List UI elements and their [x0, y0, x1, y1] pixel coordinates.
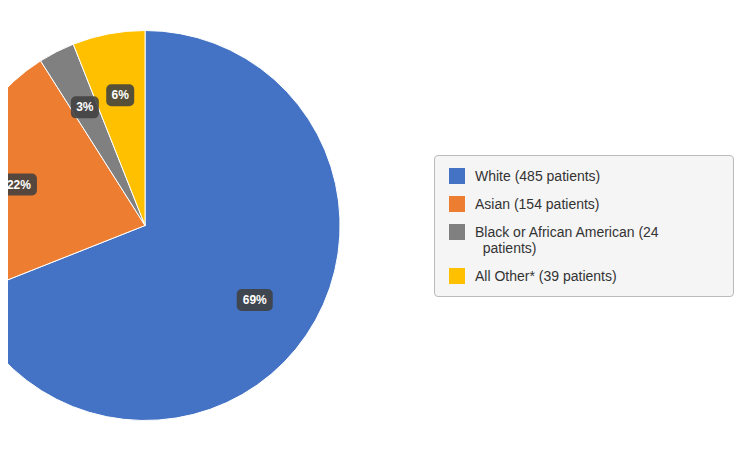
- svg-text:69%: 69%: [243, 293, 267, 307]
- svg-text:6%: 6%: [112, 88, 130, 102]
- html-text:All Other* (39 patients): All Other* (39 patients): [475, 267, 617, 284]
- html-text:Asian (154 patients): Asian (154 patients): [475, 195, 600, 212]
- svg-text:22%: 22%: [8, 178, 31, 192]
- html-text:White (485 patients): White (485 patients): [475, 167, 601, 184]
- html-text:Black or African American (24: Black or African American (24 patients): [475, 223, 659, 256]
- svg-text:3%: 3%: [76, 100, 94, 114]
